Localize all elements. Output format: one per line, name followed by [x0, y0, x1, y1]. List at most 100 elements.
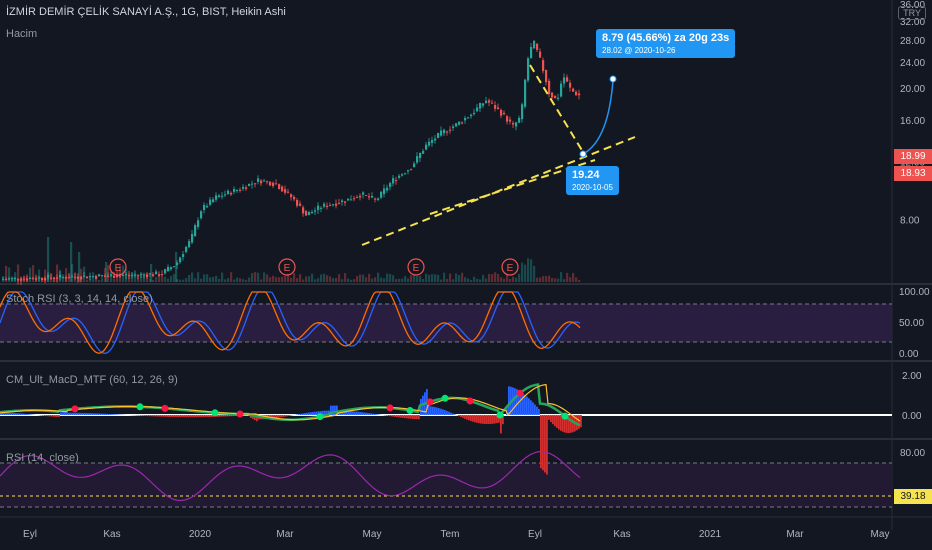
candle-body[interactable] — [272, 182, 275, 186]
candle-body[interactable] — [17, 278, 20, 281]
candle-body[interactable] — [425, 144, 428, 150]
candle-body[interactable] — [563, 77, 566, 84]
candle-body[interactable] — [71, 276, 74, 278]
candle-body[interactable] — [95, 276, 98, 279]
candle-body[interactable] — [14, 277, 17, 279]
candle-body[interactable] — [179, 257, 182, 263]
candle-body[interactable] — [131, 274, 134, 276]
candle-body[interactable] — [296, 199, 299, 206]
candle-body[interactable] — [503, 112, 506, 115]
candle-body[interactable] — [554, 95, 557, 99]
earnings-marker-icon[interactable] — [501, 258, 519, 276]
candle-body[interactable] — [506, 116, 509, 122]
candle-body[interactable] — [407, 170, 410, 172]
candle-body[interactable] — [5, 279, 8, 281]
candle-body[interactable] — [221, 195, 224, 197]
candle-body[interactable] — [113, 275, 116, 278]
candle-body[interactable] — [236, 189, 239, 191]
candle-body[interactable] — [68, 277, 71, 279]
candle-body[interactable] — [152, 274, 155, 276]
candle-body[interactable] — [449, 129, 452, 131]
candle-body[interactable] — [245, 187, 248, 189]
candle-body[interactable] — [215, 195, 218, 200]
candle-body[interactable] — [491, 102, 494, 104]
candle-body[interactable] — [116, 275, 119, 278]
candle-body[interactable] — [209, 199, 212, 205]
projection-tooltip[interactable]: 8.79 (45.66%) za 20g 23s 28.02 @ 2020-10… — [596, 29, 736, 58]
candle-body[interactable] — [149, 273, 152, 275]
candle-body[interactable] — [41, 277, 44, 280]
candle-body[interactable] — [284, 189, 287, 193]
candle-body[interactable] — [341, 200, 344, 203]
candle-body[interactable] — [137, 274, 140, 276]
candle-body[interactable] — [359, 195, 362, 198]
candle-body[interactable] — [383, 188, 386, 195]
candle-body[interactable] — [191, 234, 194, 243]
candle-body[interactable] — [110, 274, 113, 276]
candle-body[interactable] — [545, 69, 548, 83]
candle-body[interactable] — [26, 278, 29, 281]
candle-body[interactable] — [464, 117, 467, 121]
candle-body[interactable] — [59, 274, 62, 278]
candle-body[interactable] — [227, 190, 230, 194]
candle-body[interactable] — [326, 205, 329, 208]
candle-body[interactable] — [335, 203, 338, 206]
candle-body[interactable] — [53, 277, 56, 279]
candle-body[interactable] — [107, 275, 110, 277]
candle-body[interactable] — [530, 46, 533, 59]
candle-body[interactable] — [479, 102, 482, 109]
candle-body[interactable] — [365, 195, 368, 197]
candle-body[interactable] — [134, 274, 137, 276]
candle-body[interactable] — [62, 276, 65, 278]
candle-body[interactable] — [47, 275, 50, 278]
candle-body[interactable] — [287, 191, 290, 193]
candle-body[interactable] — [230, 192, 233, 195]
candle-body[interactable] — [443, 129, 446, 134]
candle-body[interactable] — [497, 107, 500, 109]
candle-body[interactable] — [374, 198, 377, 200]
candle-body[interactable] — [44, 277, 47, 281]
candle-body[interactable] — [164, 269, 167, 274]
candle-body[interactable] — [377, 198, 380, 200]
candle-body[interactable] — [422, 150, 425, 154]
candle-body[interactable] — [395, 180, 398, 182]
candle-body[interactable] — [413, 163, 416, 168]
candle-body[interactable] — [80, 276, 83, 280]
candle-body[interactable] — [434, 138, 437, 141]
candle-body[interactable] — [560, 83, 563, 97]
candle-body[interactable] — [488, 100, 491, 103]
candle-body[interactable] — [8, 278, 11, 280]
candle-body[interactable] — [185, 246, 188, 252]
candle-body[interactable] — [572, 88, 575, 92]
candle-body[interactable] — [338, 202, 341, 204]
candle-body[interactable] — [77, 276, 80, 279]
candle-body[interactable] — [143, 274, 146, 276]
candle-body[interactable] — [428, 141, 431, 146]
candle-body[interactable] — [290, 194, 293, 198]
candle-body[interactable] — [2, 279, 5, 281]
candle-body[interactable] — [158, 274, 161, 276]
candle-body[interactable] — [350, 199, 353, 201]
candle-body[interactable] — [467, 117, 470, 119]
candle-body[interactable] — [266, 181, 269, 183]
candle-body[interactable] — [206, 206, 209, 208]
candle-body[interactable] — [23, 278, 26, 280]
candle-body[interactable] — [398, 175, 401, 178]
candle-body[interactable] — [419, 152, 422, 159]
candle-body[interactable] — [302, 207, 305, 214]
candle-body[interactable] — [92, 276, 95, 278]
candle-body[interactable] — [362, 192, 365, 195]
candle-body[interactable] — [452, 126, 455, 129]
candle-body[interactable] — [314, 210, 317, 212]
candle-body[interactable] — [224, 194, 227, 196]
candle-body[interactable] — [56, 277, 59, 279]
candle-body[interactable] — [431, 139, 434, 143]
candle-body[interactable] — [38, 277, 41, 279]
candle-body[interactable] — [311, 211, 314, 214]
candle-body[interactable] — [50, 277, 53, 279]
candle-body[interactable] — [89, 276, 92, 278]
candle-body[interactable] — [323, 203, 326, 207]
candle-body[interactable] — [104, 275, 107, 277]
